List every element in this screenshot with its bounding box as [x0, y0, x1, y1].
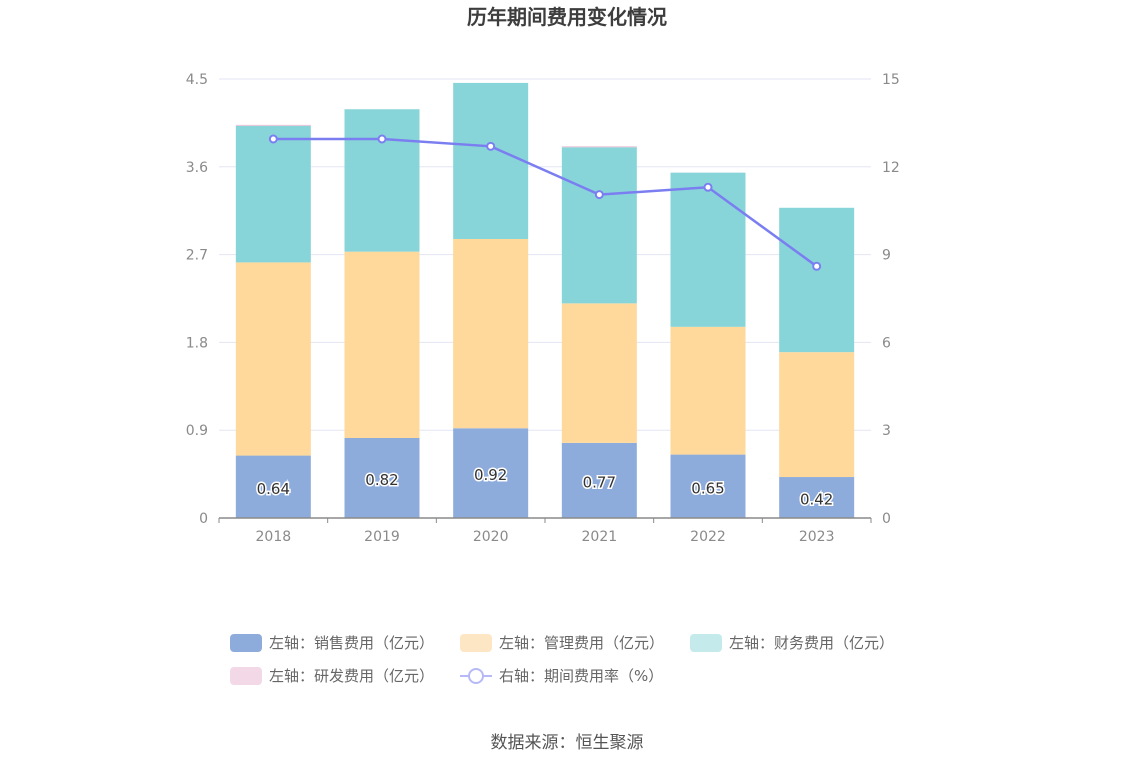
legend-line-marker	[468, 668, 484, 684]
legend-label: 左轴：财务费用（亿元）	[729, 634, 894, 652]
bar-value-label: 0.82	[365, 471, 398, 489]
line-series	[268, 134, 822, 271]
legend-label: 左轴：销售费用（亿元）	[269, 634, 434, 652]
y-left-tick-label: 4.5	[186, 72, 208, 88]
y-right-tick-label: 3	[882, 423, 891, 439]
line-point	[703, 182, 713, 192]
legend-label: 左轴：研发费用（亿元）	[269, 667, 434, 685]
bar-segment	[561, 146, 637, 148]
legend-label: 左轴：管理费用（亿元）	[499, 634, 664, 652]
bar-segment	[561, 303, 637, 443]
axes: 0 0.9 1.8 2.7 3.6 4.5 0 3 6 9 12 15 2018 2019 2020 2021…	[186, 72, 900, 545]
bar-segment	[561, 442, 637, 518]
y-right-tick-label: 0	[882, 511, 891, 527]
bar-segment	[344, 438, 420, 518]
bar-value-label: 0.64	[257, 480, 290, 498]
y-right-tick-label: 6	[882, 335, 891, 351]
bar-segment	[235, 124, 311, 126]
legend-label: 右轴：期间费用率（%）	[499, 667, 663, 685]
bar-segment	[453, 82, 529, 239]
x-tick-label: 2021	[582, 529, 618, 545]
legend-swatch	[230, 634, 262, 652]
line-point	[594, 190, 604, 200]
bar-segment	[779, 477, 855, 518]
y-left-tick-label: 1.8	[186, 335, 208, 351]
bar-segment	[779, 207, 855, 353]
bar-segment	[235, 262, 311, 456]
bar-segment	[670, 172, 746, 327]
line-point	[486, 141, 496, 151]
bar-value-label: 0.92	[474, 466, 507, 484]
x-tick-label: 2019	[364, 529, 400, 545]
x-tick-label: 2020	[473, 529, 509, 545]
y-right-tick-label: 12	[882, 160, 900, 176]
bar-segment	[779, 352, 855, 478]
line-path	[273, 137, 818, 268]
bar-segment	[453, 428, 529, 518]
bar-segment	[561, 147, 637, 304]
x-tick-label: 2018	[256, 529, 292, 545]
x-tick-label: 2023	[799, 529, 835, 545]
y-left-tick-label: 2.7	[186, 248, 208, 264]
line-point	[812, 261, 822, 271]
bar-segment	[344, 109, 420, 252]
grid	[219, 78, 871, 431]
legend-swatch	[460, 634, 492, 652]
bar-value-label: 0.77	[583, 473, 616, 491]
x-tick-label: 2022	[690, 529, 726, 545]
y-left-tick-label: 0	[199, 511, 208, 527]
legend-swatch	[690, 634, 722, 652]
y-right-tick-label: 9	[882, 248, 891, 264]
line-point	[268, 134, 278, 144]
bar-value-label: 0.42	[800, 491, 833, 509]
bar-segment	[670, 326, 746, 455]
y-right-tick-label: 15	[882, 72, 900, 88]
source-note: 数据来源：恒生聚源	[491, 733, 644, 753]
legend: 左轴：销售费用（亿元） 左轴：管理费用（亿元） 左轴：财务费用（亿元） 左轴：研发费用…	[230, 634, 894, 685]
bar-segment	[344, 251, 420, 439]
bar-value-label: 0.65	[691, 479, 724, 497]
bar-segment	[453, 238, 529, 429]
line-point	[377, 134, 387, 144]
bar-segment	[235, 125, 311, 263]
bars: 0.64 0.82 0.92 0.77 0.65 0.42	[235, 82, 855, 518]
legend-swatch	[230, 667, 262, 685]
y-left-tick-label: 3.6	[186, 160, 208, 176]
y-left-tick-label: 0.9	[186, 423, 208, 439]
bar-segment	[670, 454, 746, 518]
bar-segment	[235, 455, 311, 518]
chart-title: 历年期间费用变化情况	[467, 5, 667, 29]
